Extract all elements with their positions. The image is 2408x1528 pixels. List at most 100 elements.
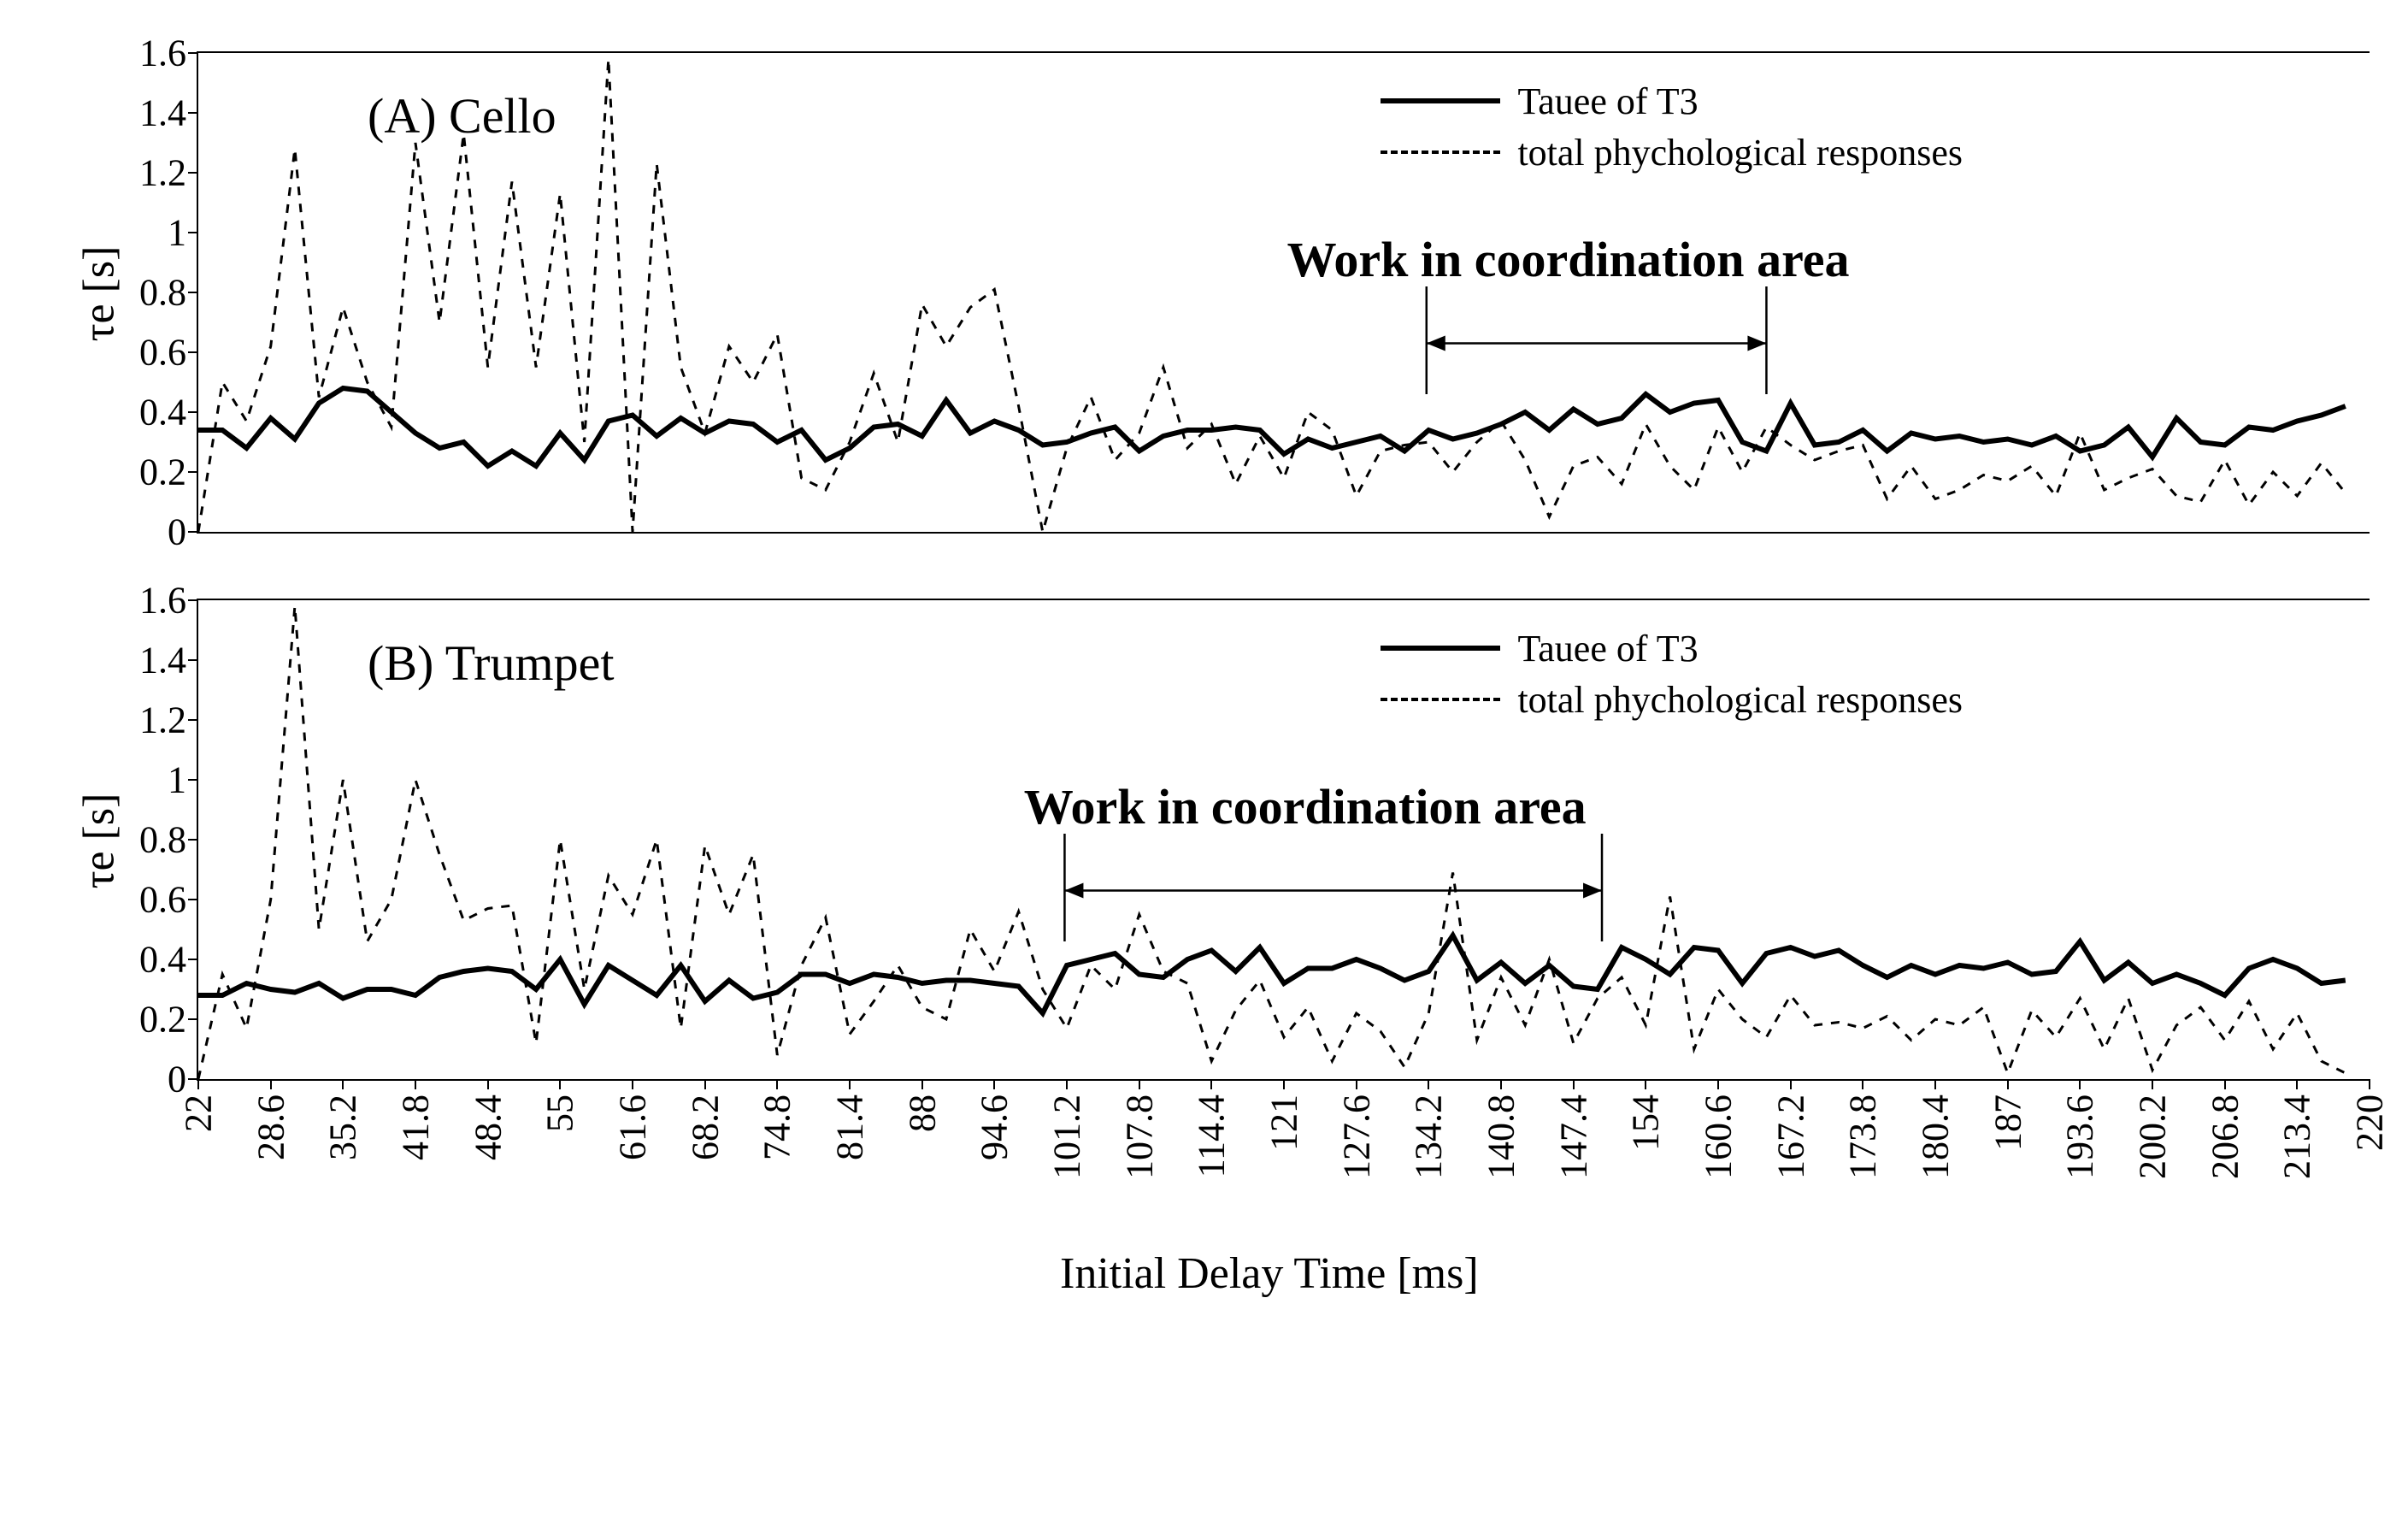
coordination-annotation: Work in coordination area (1024, 778, 1587, 835)
xtick-label: 180.4 (1914, 1094, 1958, 1179)
xtick-label: 147.4 (1551, 1094, 1595, 1179)
xtick-label: 28.6 (249, 1094, 292, 1160)
xtick-label: 134.2 (1407, 1094, 1451, 1179)
xtick-mark (1573, 1079, 1575, 1089)
ytick-mark (188, 292, 198, 293)
xtick-label: 101.2 (1045, 1094, 1089, 1179)
ytick-mark (188, 172, 198, 174)
ytick-mark (188, 52, 198, 54)
ytick-mark (188, 659, 198, 661)
xtick-mark (1283, 1079, 1285, 1089)
ytick-mark (188, 1018, 198, 1020)
xtick-mark (2369, 1079, 2370, 1089)
ytick-mark (188, 899, 198, 900)
legend-line-sample (1381, 98, 1500, 103)
xtick-label: 55 (539, 1094, 582, 1132)
xtick-label: 107.8 (1117, 1094, 1161, 1179)
y-axis-title: τe [s] (74, 793, 124, 889)
xtick-mark (2079, 1079, 2081, 1089)
xtick-label: 121 (1263, 1094, 1306, 1151)
legend-label: total phychological responses (1517, 678, 1963, 722)
xtick-mark (1862, 1079, 1863, 1089)
xtick-mark (1210, 1079, 1212, 1089)
xtick-label: 167.2 (1769, 1094, 1812, 1179)
coordination-arrow (1064, 834, 1602, 941)
xtick-mark (632, 1079, 633, 1089)
xtick-mark (1934, 1079, 1936, 1089)
xtick-mark (559, 1079, 561, 1089)
xtick-mark (1139, 1079, 1140, 1089)
xtick-label: 160.6 (1697, 1094, 1740, 1179)
xtick-mark (1428, 1079, 1429, 1089)
coordination-annotation: Work in coordination area (1287, 231, 1850, 288)
legend-label: Tauee of T3 (1517, 80, 1698, 123)
ytick-mark (188, 112, 198, 114)
legend-item: total phychological responses (1381, 674, 1963, 725)
ytick-mark (188, 471, 198, 473)
legend: Tauee of T3 total phychological responses (1381, 75, 1963, 178)
xtick-mark (993, 1079, 995, 1089)
y-axis-title: τe [s] (74, 246, 124, 342)
xtick-label: 154 (1624, 1094, 1668, 1151)
xtick-mark (342, 1079, 344, 1089)
legend: Tauee of T3 total phychological responses (1381, 622, 1963, 725)
legend-line-sample (1381, 698, 1500, 701)
xtick-mark (2296, 1079, 2298, 1089)
xtick-label: 35.2 (321, 1094, 365, 1160)
ytick-mark (188, 959, 198, 960)
ytick-mark (188, 411, 198, 413)
xtick-label: 206.8 (2203, 1094, 2246, 1179)
panel-title-B: (B) Trumpet (368, 634, 614, 692)
coordination-arrow (1427, 286, 1767, 394)
legend-item: total phychological responses (1381, 127, 1963, 178)
xtick-label: 22 (177, 1094, 221, 1132)
xtick-label: 74.8 (756, 1094, 799, 1160)
xtick-mark (415, 1079, 416, 1089)
xtick-label: 193.6 (2058, 1094, 2102, 1179)
ytick-mark (188, 351, 198, 353)
figure: 00.20.40.60.811.21.41.6τe [s]Work in coo… (0, 0, 2408, 1528)
xtick-label: 173.8 (1841, 1094, 1885, 1179)
xtick-label: 200.2 (2131, 1094, 2175, 1179)
xtick-mark (197, 1079, 199, 1089)
ytick-mark (188, 779, 198, 781)
xtick-label: 114.4 (1190, 1094, 1233, 1177)
xtick-mark (776, 1079, 778, 1089)
xtick-mark (2007, 1079, 2009, 1089)
xtick-label: 140.8 (1480, 1094, 1523, 1179)
x-axis-title: Initial Delay Time [ms] (1060, 1248, 1479, 1299)
ytick-mark (188, 232, 198, 233)
legend-item: Tauee of T3 (1381, 622, 1963, 674)
xtick-mark (2152, 1079, 2153, 1089)
xtick-mark (921, 1079, 923, 1089)
panel-title-A: (A) Cello (368, 87, 556, 145)
legend-line-sample (1381, 646, 1500, 651)
ytick-mark (188, 839, 198, 841)
xtick-label: 81.4 (828, 1094, 872, 1160)
xtick-label: 88 (900, 1094, 944, 1132)
xtick-label: 61.6 (611, 1094, 655, 1160)
xtick-mark (1790, 1079, 1792, 1089)
legend-label: total phychological responses (1517, 131, 1963, 174)
ytick-mark (188, 599, 198, 601)
xtick-mark (1066, 1079, 1068, 1089)
legend-label: Tauee of T3 (1517, 627, 1698, 670)
xtick-mark (1717, 1079, 1719, 1089)
xtick-mark (704, 1079, 706, 1089)
xtick-label: 48.4 (466, 1094, 509, 1160)
xtick-label: 68.2 (683, 1094, 727, 1160)
xtick-mark (1500, 1079, 1502, 1089)
xtick-label: 213.4 (2276, 1094, 2319, 1179)
xtick-mark (270, 1079, 272, 1089)
xtick-mark (849, 1079, 851, 1089)
xtick-label: 187 (1986, 1094, 2029, 1151)
xtick-label: 220 (2348, 1094, 2392, 1151)
xtick-mark (1356, 1079, 1357, 1089)
ytick-mark (188, 719, 198, 721)
series-tauee-t3 (198, 388, 2346, 466)
xtick-label: 94.6 (973, 1094, 1016, 1160)
xtick-mark (2224, 1079, 2226, 1089)
legend-line-sample (1381, 150, 1500, 154)
xtick-label: 41.8 (394, 1094, 438, 1160)
xtick-mark (487, 1079, 489, 1089)
